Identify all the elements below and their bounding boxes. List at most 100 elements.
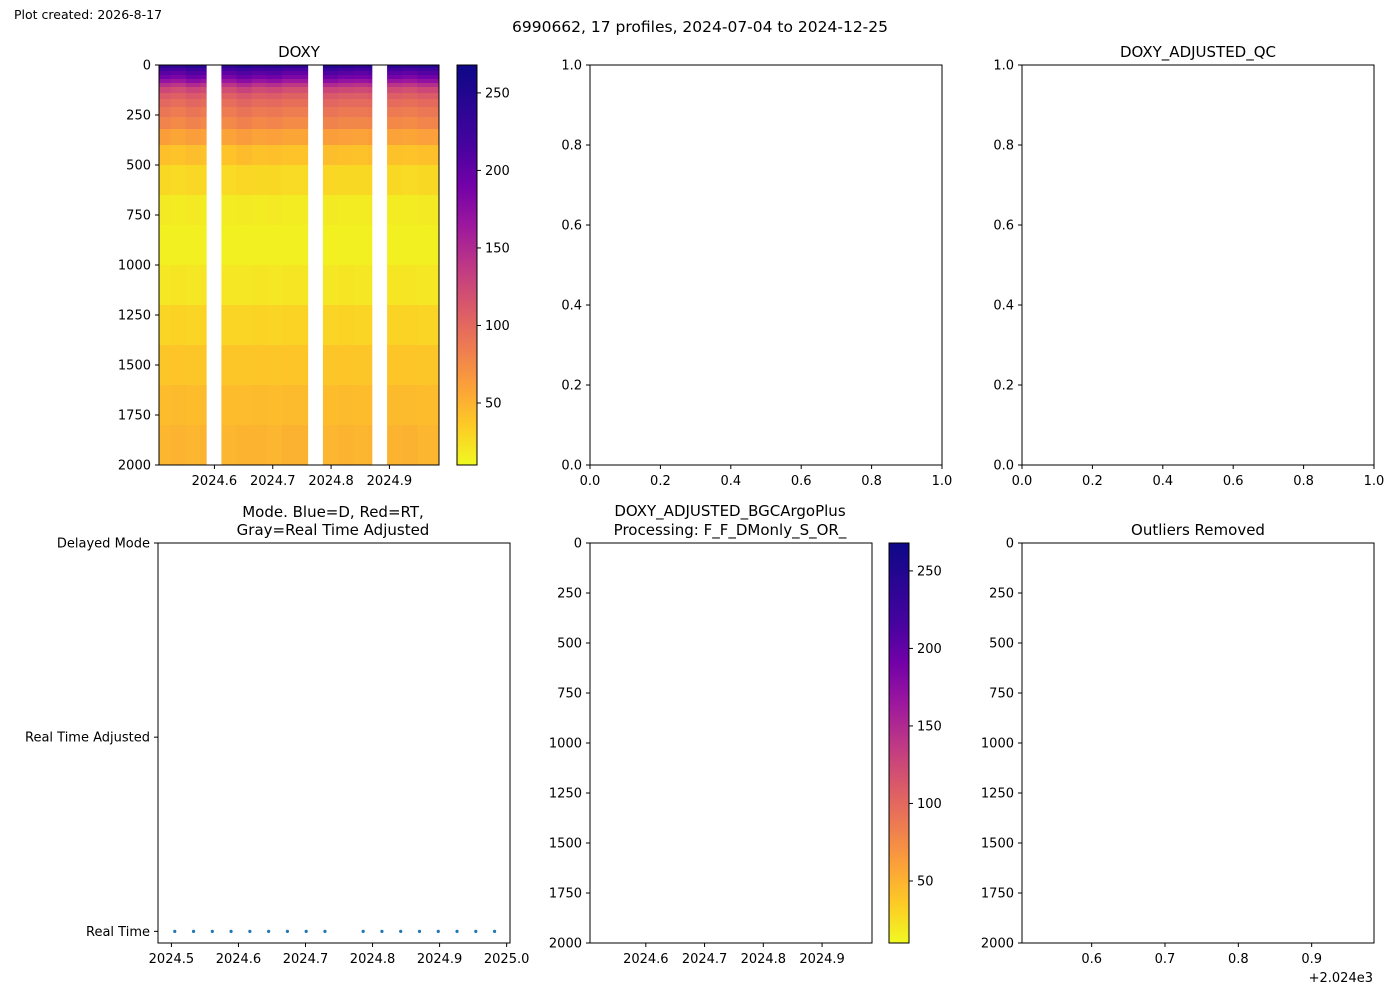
heatmap-cell <box>170 68 187 72</box>
heatmap-cell <box>200 83 207 88</box>
y-tick-label: 250 <box>126 109 151 124</box>
heatmap-cell <box>282 385 309 426</box>
heatmap-cell <box>387 99 403 108</box>
heatmap-cell <box>402 305 418 346</box>
heatmap-cell <box>417 68 440 72</box>
heatmap-cell <box>368 71 373 76</box>
heatmap-cell <box>221 145 237 166</box>
heatmap-cell <box>200 425 207 466</box>
heatmap-cell <box>266 83 283 88</box>
heatmap-cell <box>185 68 201 72</box>
heatmap-cell <box>251 265 268 306</box>
outliers-title: Outliers Removed <box>1131 521 1265 539</box>
mode-frame <box>157 542 511 944</box>
heatmap-cell <box>170 195 187 226</box>
heatmap-cell <box>417 195 440 226</box>
heatmap-cell <box>387 68 403 72</box>
heatmap-cell <box>282 265 309 306</box>
heatmap-cell <box>251 305 268 346</box>
heatmap-cell <box>338 93 354 100</box>
heatmap-cell <box>200 79 207 84</box>
heatmap-cell <box>338 305 354 346</box>
heatmap-cell <box>170 87 187 94</box>
y-tick-label: 0.6 <box>561 219 582 234</box>
colorbar-tick-label: 250 <box>917 564 942 579</box>
heatmap-cell <box>387 83 403 88</box>
heatmap-cell <box>338 83 354 88</box>
mode-point <box>361 929 365 933</box>
mode-point <box>267 929 271 933</box>
x-tick-label: 2024.6 <box>192 474 238 489</box>
heatmap-cell <box>417 65 440 69</box>
heatmap-cell <box>221 305 237 346</box>
heatmap-cell <box>282 93 309 100</box>
mode-point <box>380 929 384 933</box>
heatmap-cell <box>251 83 268 88</box>
heatmap-cell <box>338 99 354 108</box>
x-tick-label: 0.6 <box>1223 474 1244 489</box>
y-tick-label: 0.4 <box>993 299 1014 314</box>
heatmap-cell <box>368 93 373 100</box>
heatmap-cell <box>221 68 237 72</box>
x-tick-label: 2024.7 <box>283 952 329 967</box>
empty-top-middle-frame <box>589 64 943 466</box>
doxy-adjusted-bgc-title: DOXY_ADJUSTED_BGCArgoPlus <box>614 502 845 521</box>
heatmap-cell <box>402 385 418 426</box>
mode-axes: 2024.5 2024.6 2024.7 2024.8 2024.9 2025.0 Real… <box>25 537 529 968</box>
doxy-adjusted-bgc-colorbar-ticks: 50 100 150 200 250 <box>909 564 942 889</box>
heatmap-cell <box>368 75 373 80</box>
y-tick-label: 1750 <box>118 409 151 424</box>
heatmap-cell <box>353 107 369 118</box>
heatmap-cell <box>185 195 201 226</box>
heatmap-cell <box>387 79 403 84</box>
heatmap-cell <box>417 107 440 118</box>
heatmap-cell <box>387 225 403 266</box>
heatmap-cell <box>368 68 373 72</box>
x-tick-label: 0.7 <box>1155 952 1176 967</box>
heatmap-cell <box>170 107 187 118</box>
heatmap-cell <box>282 345 309 386</box>
heatmap-cell <box>221 65 237 69</box>
heatmap-cell <box>266 265 283 306</box>
colorbar-tick-label: 50 <box>917 874 934 889</box>
heatmap-cell <box>417 99 440 108</box>
doxy-adjusted-bgc-panel: DOXY_ADJUSTED_BGCArgoPlus Processing: F_… <box>549 502 942 967</box>
mode-points <box>173 929 497 933</box>
heatmap-cell <box>221 385 237 426</box>
heatmap-cell <box>251 195 268 226</box>
heatmap-cell <box>338 71 354 76</box>
mode-point <box>474 929 478 933</box>
heatmap-cell <box>200 93 207 100</box>
heatmap-cell <box>221 117 237 130</box>
heatmap-cell <box>368 79 373 84</box>
heatmap-cell <box>282 165 309 196</box>
heatmap-cell <box>353 93 369 100</box>
heatmap-cell <box>338 65 354 69</box>
heatmap-cell <box>170 225 187 266</box>
heatmap-cell <box>185 165 201 196</box>
heatmap-cell <box>185 87 201 94</box>
heatmap-cell <box>322 195 339 226</box>
y-tick-label: 1750 <box>981 887 1014 902</box>
y-tick-label: 500 <box>557 637 582 652</box>
heatmap-cell <box>185 385 201 426</box>
heatmap-cell <box>282 107 309 118</box>
mode-point <box>173 929 177 933</box>
heatmap-cell <box>338 145 354 166</box>
x-tick-label: 2024.6 <box>216 952 262 967</box>
heatmap-cell <box>266 68 283 72</box>
x-tick-label: 2024.5 <box>149 952 195 967</box>
x-tick-label: 0.4 <box>1152 474 1173 489</box>
y-tick-label: 250 <box>989 587 1014 602</box>
mode-point <box>436 929 440 933</box>
y-tick-label: 500 <box>989 637 1014 652</box>
y-tick-label: 1500 <box>549 837 582 852</box>
heatmap-cell <box>170 345 187 386</box>
heatmap-cell <box>322 225 339 266</box>
heatmap-cell <box>322 385 339 426</box>
mode-point <box>417 929 422 933</box>
y-tick-label: 500 <box>126 159 151 174</box>
heatmap-cell <box>353 145 369 166</box>
heatmap-cell <box>159 65 172 69</box>
x-tick-label: 0.8 <box>861 474 882 489</box>
